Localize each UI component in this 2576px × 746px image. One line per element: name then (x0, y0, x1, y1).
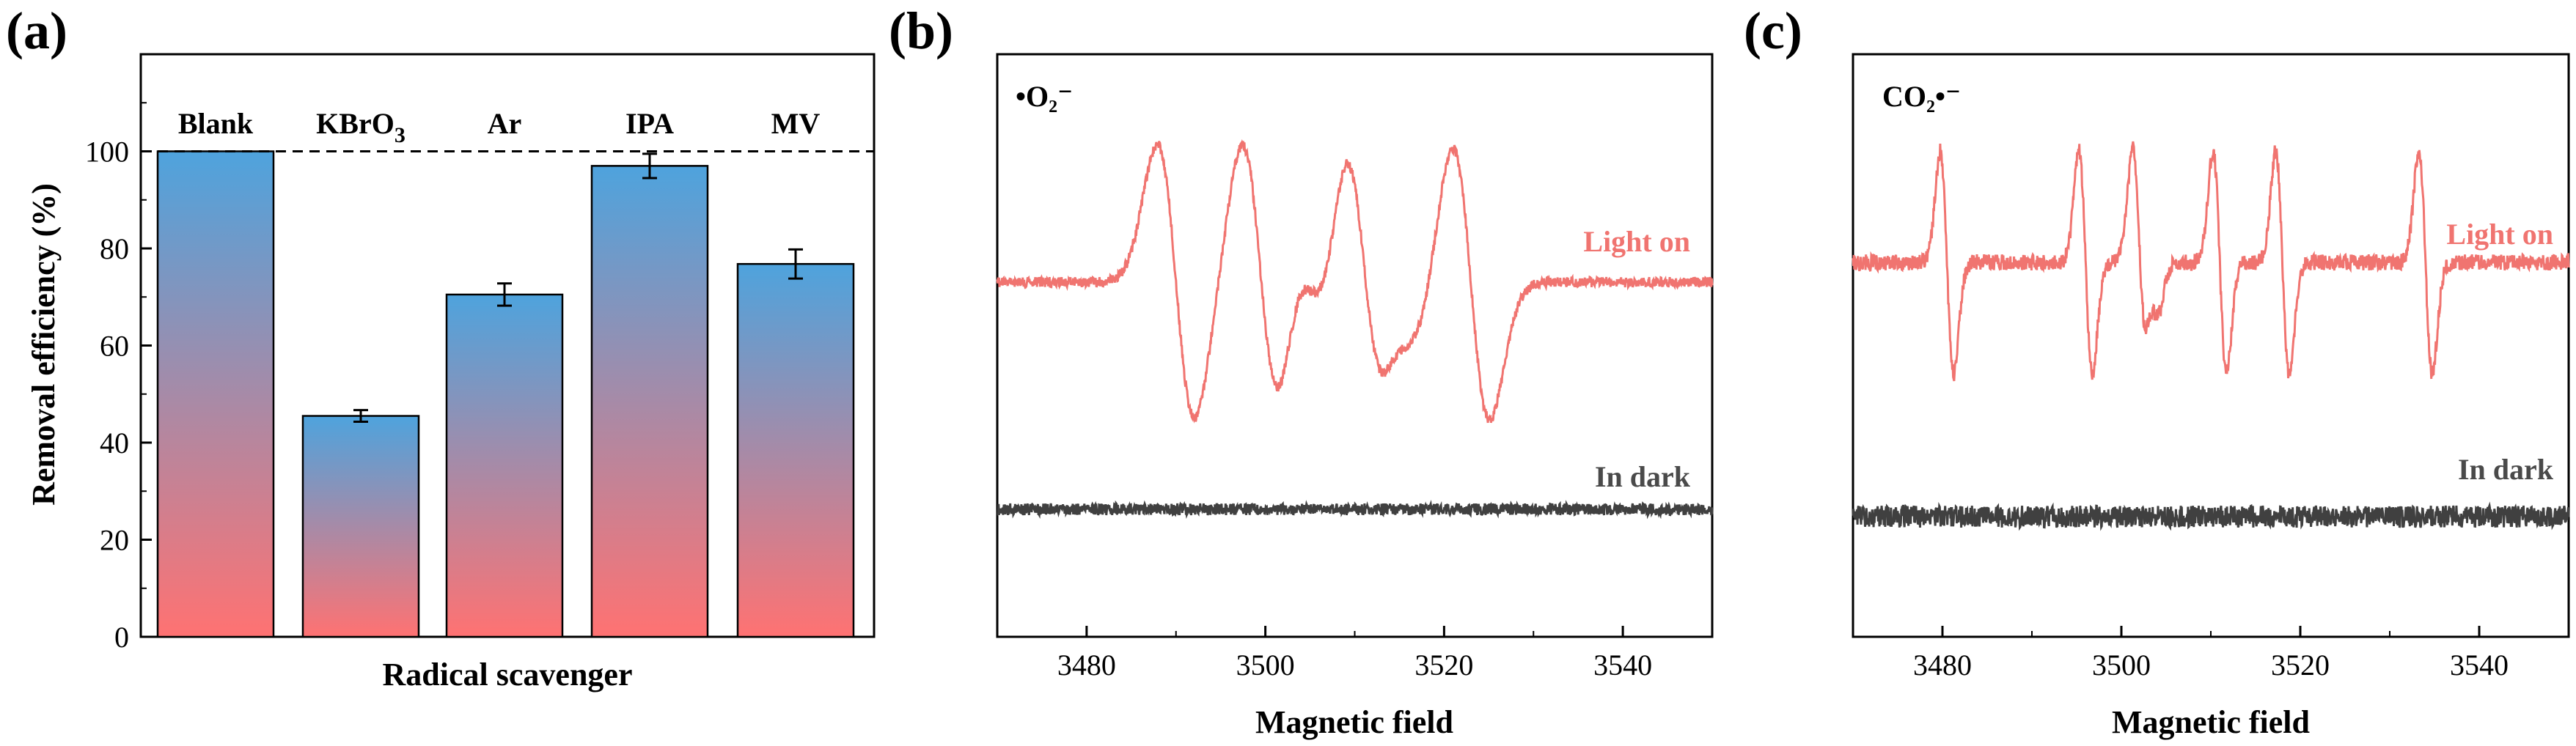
kbro3-main: KBrO (316, 107, 395, 140)
x-axis-ticks: 3480 3500 3520 3540 (1913, 626, 2569, 682)
series-line-light-on (996, 139, 1714, 424)
category-label-kbro3: KBrO3 (316, 107, 406, 147)
kbro3-subscript: 3 (395, 123, 406, 147)
bar-mv (736, 262, 855, 638)
legend-light-on: Light on (2446, 218, 2553, 251)
panel-b-label: (b) (889, 1, 953, 60)
bar-kbro3 (301, 415, 420, 638)
y-tick-label: 40 (100, 426, 129, 459)
y-tick-label: 0 (114, 621, 129, 654)
category-label-ipa: IPA (625, 107, 674, 140)
y-tick-label: 100 (85, 136, 129, 169)
category-label-mv: MV (771, 107, 821, 140)
x-axis-title: Magnetic field (2112, 704, 2310, 740)
panel-c-frame (1852, 53, 2570, 638)
x-tick-label: 3500 (1236, 649, 1295, 682)
bar-blank (156, 150, 275, 638)
category-label-ar: Ar (488, 107, 522, 140)
y-tick-label: 60 (100, 330, 129, 363)
x-axis-title: Magnetic field (1255, 704, 1453, 740)
x-tick-label: 3540 (2450, 649, 2509, 682)
panel-b: (b) •O₂⁻ Light on In dark 3480 3500 3520 35… (889, 1, 1714, 740)
species-label-co2-radical: CO₂•⁻ (1882, 80, 1961, 113)
species-label-superoxide: •O₂⁻ (1016, 80, 1073, 113)
x-tick-label: 3480 (1057, 649, 1116, 682)
bar-ar (445, 293, 564, 638)
legend-light-on: Light on (1583, 225, 1690, 258)
category-label-blank: Blank (178, 107, 254, 140)
panel-c: (c) CO₂•⁻ Light on In dark 3480 3500 3520 3… (1744, 1, 2570, 740)
x-tick-label: 3520 (2271, 649, 2330, 682)
x-tick-label: 3500 (2092, 649, 2151, 682)
error-bar-group (353, 152, 803, 424)
x-axis-ticks: 3480 3500 3520 3540 (1057, 626, 1713, 682)
x-tick-label: 3540 (1593, 649, 1652, 682)
y-tick-label: 20 (100, 524, 129, 557)
panel-a: (a) 0 20 40 60 80 100 Blank KBrO3 Ar IPA MV R… (6, 1, 876, 693)
series-line-in-dark (997, 499, 1714, 520)
y-axis-title: Removal efficiency (%) (26, 183, 62, 506)
legend-in-dark: In dark (2458, 453, 2554, 486)
bar-group (156, 150, 855, 638)
panel-c-label: (c) (1744, 1, 1802, 60)
legend-in-dark: In dark (1595, 460, 1691, 493)
y-axis-ticks: 0 20 40 60 80 100 (85, 102, 152, 654)
x-tick-label: 3520 (1414, 649, 1473, 682)
series-line-in-dark (1852, 501, 2570, 531)
y-tick-label: 80 (100, 232, 129, 265)
x-tick-label: 3480 (1913, 649, 1972, 682)
series-line-light-on (1852, 141, 2570, 382)
bar-ipa (590, 165, 709, 638)
panel-b-frame (996, 53, 1714, 638)
x-axis-title: Radical scavenger (383, 657, 633, 693)
panel-a-label: (a) (6, 1, 67, 60)
